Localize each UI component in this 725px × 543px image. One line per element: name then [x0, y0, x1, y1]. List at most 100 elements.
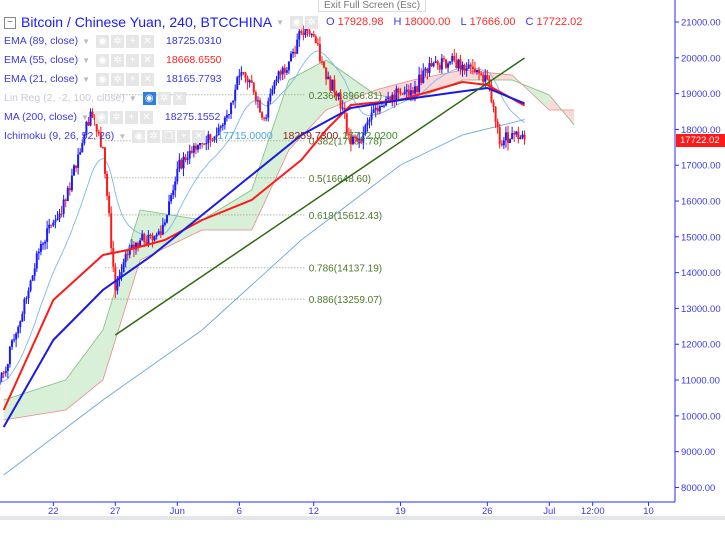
chevron-down-icon[interactable]: ▼	[82, 37, 91, 46]
candle-down	[442, 58, 445, 60]
candle-down	[137, 243, 140, 248]
eye-icon[interactable]: ◉	[96, 54, 110, 67]
candle-down	[455, 60, 458, 68]
indicator-lines	[0, 50, 575, 476]
eye-icon[interactable]: ◉	[96, 35, 110, 48]
plus-icon[interactable]: +	[124, 111, 138, 124]
candle-down	[329, 76, 332, 91]
indicator-ema89[interactable]: EMA (89, close) ▼ ◉ ✲ + ✕ 18725.0310	[4, 32, 589, 51]
candle-down	[64, 199, 67, 202]
indicator-label: EMA (55, close)	[4, 54, 79, 66]
candle-down	[506, 132, 509, 143]
close-icon[interactable]: ✕	[141, 73, 155, 86]
cloud-segment-bullish	[288, 59, 327, 150]
chevron-down-icon[interactable]: ▼	[128, 94, 137, 103]
gear-icon[interactable]: ✲	[305, 16, 319, 29]
indicator-ema21[interactable]: EMA (21, close) ▼ ◉ ✲ + ✕ 18165.7793	[4, 70, 589, 89]
candle-up	[77, 154, 80, 168]
candle-down	[333, 79, 336, 93]
indicator-ma200[interactable]: MA (200, close) ▼ ◉ ✲ + ✕ 18275.1552	[4, 108, 589, 127]
candle-up	[351, 136, 354, 144]
chevron-down-icon[interactable]: ▼	[80, 113, 89, 122]
chevron-down-icon[interactable]: ▼	[118, 132, 127, 141]
fib-level-label: 0.382(17684.78)	[309, 137, 382, 148]
candle-down	[306, 28, 309, 31]
candle-down	[250, 80, 253, 83]
fibonacci-retracement[interactable]: 0.236(18966.81) 0.382(17684.78) 0.5(16648.…	[105, 91, 382, 306]
candle-up	[54, 220, 57, 223]
gear-icon[interactable]: ✲	[147, 130, 161, 143]
candle-down	[110, 213, 113, 248]
candle-down	[60, 213, 63, 215]
candle-down	[463, 64, 466, 71]
collapse-icon[interactable]: −	[4, 16, 16, 29]
candle-down	[318, 44, 321, 62]
eye-icon[interactable]: ◉	[132, 130, 146, 143]
gear-icon[interactable]: ✲	[111, 54, 125, 67]
candle-down	[132, 244, 135, 250]
close-icon[interactable]: ✕	[141, 35, 155, 48]
eye-icon[interactable]: ◉	[94, 111, 108, 124]
plus-icon[interactable]: +	[126, 35, 140, 48]
x-tick-label: 6	[237, 506, 242, 517]
fib-level-label: 0.5(16648.60)	[309, 174, 371, 185]
candle-down	[108, 195, 111, 214]
high-key: H	[393, 16, 402, 28]
candle-down	[279, 71, 282, 75]
indicator-ema55[interactable]: EMA (55, close) ▼ ◉ ✲ + ✕ 18668.6550	[4, 51, 589, 70]
candle-down	[480, 73, 483, 75]
close-value: 17722.02	[536, 16, 583, 28]
candle-down	[180, 159, 183, 169]
candle-up	[273, 82, 276, 90]
close-icon[interactable]: ✕	[139, 111, 153, 124]
candle-down	[91, 111, 94, 118]
candle-up	[188, 150, 191, 159]
eye-icon[interactable]: ◉	[290, 16, 304, 29]
gear-icon[interactable]: ✲	[109, 111, 123, 124]
candle-down	[244, 72, 247, 78]
indicator-ichimoku[interactable]: Ichimoku (9, 26, 52, 26) ▼ ◉ ✲ ❐ + ✕ 17715.00…	[4, 127, 589, 146]
candle-up	[157, 231, 160, 235]
chevron-down-icon[interactable]: ▼	[276, 18, 285, 27]
indicator-value: 18275.1552	[164, 111, 221, 123]
gear-icon[interactable]: ✲	[111, 35, 125, 48]
candle-up	[372, 109, 375, 113]
last-price-tag: 17722.02	[676, 134, 725, 147]
price-chart[interactable]: 0.236(18966.81) 0.382(17684.78) 0.5(16648.…	[0, 0, 725, 520]
plus-icon[interactable]: +	[177, 130, 191, 143]
plus-icon[interactable]: +	[126, 73, 140, 86]
candle-up	[484, 75, 487, 82]
candle-down	[335, 92, 338, 97]
candle-up	[248, 80, 251, 83]
indicator-value: 18165.7793	[166, 73, 222, 85]
bottom-scrollbar[interactable]	[0, 516, 725, 520]
fib-level-label: 0.618(15612.43)	[309, 211, 382, 222]
candle-up	[289, 53, 292, 62]
copy-icon[interactable]: ❐	[162, 130, 176, 143]
ichimoku-base-value: 18259.7300	[282, 130, 339, 142]
candle-up	[27, 290, 30, 299]
eye-icon[interactable]: ◉	[96, 73, 110, 86]
indicator-linreg[interactable]: Lin Reg (2, -2, 100, close) ▼ ◉ ✲ ✕	[4, 89, 589, 108]
close-icon[interactable]: ✕	[192, 130, 206, 143]
candle-up	[178, 159, 181, 169]
eye-hidden-icon[interactable]: ◉	[142, 92, 156, 105]
candle-down	[325, 67, 328, 80]
gear-icon[interactable]: ✲	[157, 92, 171, 105]
plus-icon[interactable]: +	[126, 54, 140, 67]
gear-icon[interactable]: ✲	[111, 73, 125, 86]
high-value: 18000.00	[404, 16, 451, 28]
candle-up	[310, 33, 313, 35]
candle-down	[294, 51, 297, 54]
candle-up	[196, 145, 199, 150]
y-tick-label: 10000.00	[681, 411, 721, 422]
candle-down	[411, 90, 414, 94]
chevron-down-icon[interactable]: ▼	[82, 56, 91, 65]
close-icon[interactable]: ✕	[141, 54, 155, 67]
y-tick-label: 12000.00	[681, 340, 721, 351]
candle-up	[440, 58, 443, 70]
chevron-down-icon[interactable]: ▼	[82, 75, 91, 84]
trendline[interactable]	[2, 57, 526, 428]
close-icon[interactable]: ✕	[172, 92, 186, 105]
axes: 8000.00 9000.00 10000.00 11000.00 12000.00 13…	[0, 0, 721, 517]
